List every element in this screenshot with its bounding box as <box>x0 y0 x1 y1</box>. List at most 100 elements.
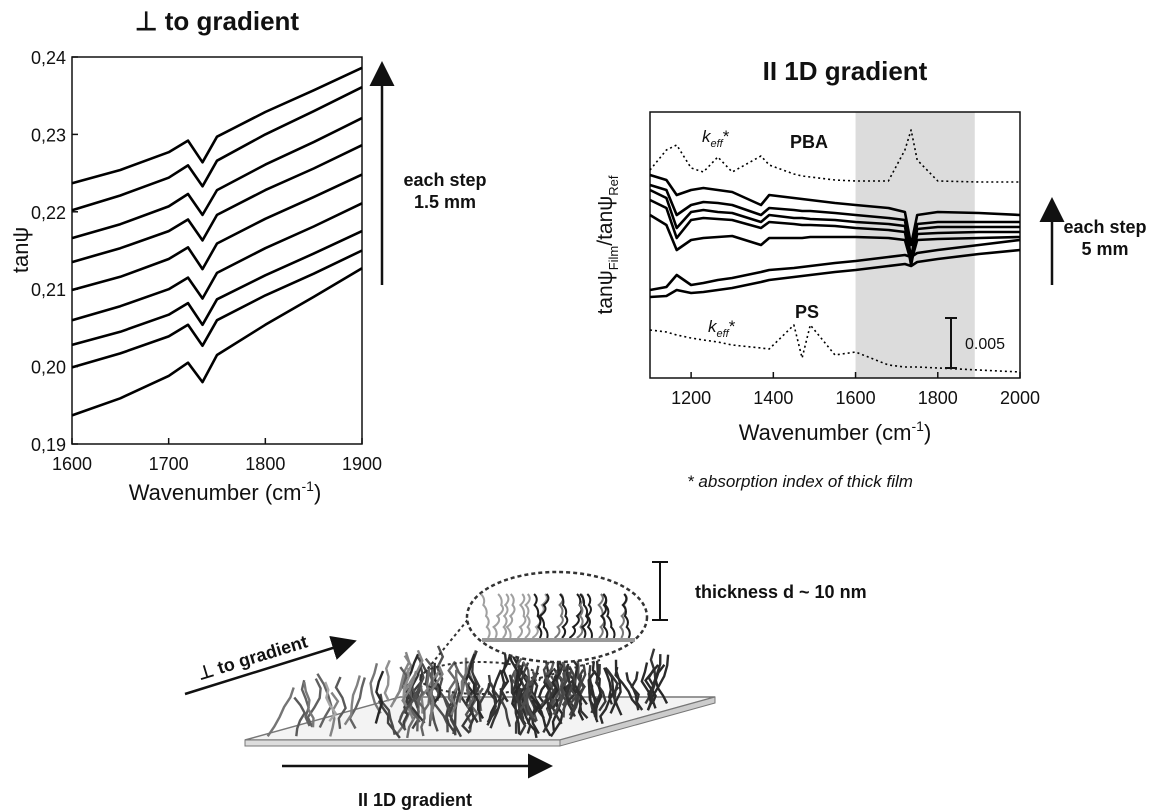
zoom-chain <box>621 593 631 639</box>
series-line <box>649 324 1021 373</box>
y-label-mid: /tanψ <box>594 196 617 246</box>
polymer-chain <box>554 664 567 702</box>
polymer-chain <box>542 686 553 733</box>
polymer-chain <box>549 675 564 716</box>
polymer-chain <box>453 662 475 709</box>
x-axis-label: Wavenumber (cm-1) <box>129 478 322 505</box>
polymer-chain <box>447 660 458 709</box>
polymer-chain <box>324 681 338 722</box>
polymer-chain <box>448 682 463 738</box>
substrate-edge <box>244 739 561 747</box>
perpendicular-arrow <box>184 636 357 696</box>
annotation: keff* <box>702 127 730 150</box>
keff-sub: eff <box>717 328 730 340</box>
y-tick-label: 0,23 <box>31 125 66 145</box>
polymer-chain <box>303 682 315 728</box>
x-tick-label: 1700 <box>149 454 189 474</box>
polymer-chain <box>508 674 525 720</box>
zoom-chain <box>533 593 543 639</box>
polymer-chain <box>461 696 474 734</box>
y-label-main: tanψ <box>594 270 617 314</box>
substrate-edge <box>559 696 716 747</box>
y-label-sub: Ref <box>606 175 621 196</box>
polymer-chain <box>383 659 391 702</box>
polymer-chain <box>429 664 444 713</box>
x-tick-label: 1600 <box>52 454 92 474</box>
polymer-chain <box>536 681 549 719</box>
polymer-chain <box>397 687 418 731</box>
zoom-chain <box>480 593 491 639</box>
x-axis-label-sup: -1 <box>302 478 315 494</box>
polymer-chain <box>453 692 460 736</box>
y-tick-label: 0,22 <box>31 203 66 223</box>
annotation: PS <box>795 302 819 322</box>
chart-title: II 1D gradient <box>763 56 928 86</box>
parallel-label: II 1D gradient <box>358 790 472 810</box>
thickness-label: thickness d ~ 10 nm <box>695 582 867 602</box>
zoom-chain <box>502 593 510 639</box>
series-line <box>71 202 363 322</box>
x-axis-label-text: Wavenumber (cm <box>739 420 912 445</box>
perpendicular-label: ⊥ to gradient <box>195 631 310 683</box>
zoom-chain <box>524 593 531 639</box>
zoom-chain <box>538 593 550 639</box>
keff-symbol: k <box>702 127 712 146</box>
series-line <box>71 86 363 212</box>
polymer-chain <box>603 667 614 705</box>
zoom-chain <box>516 593 527 639</box>
zoom-brush <box>480 593 631 639</box>
polymer-chain <box>300 679 311 727</box>
polymer-chain <box>515 687 527 736</box>
keff-suffix: * <box>729 317 736 336</box>
x-tick-label: 1200 <box>671 388 711 408</box>
polymer-chain <box>614 666 640 709</box>
polymer-chain <box>511 680 521 735</box>
y-label-sub: Film <box>606 246 621 271</box>
y-tick-label: 0,20 <box>31 358 66 378</box>
zoom-chain <box>492 593 504 639</box>
polymer-chain <box>316 673 333 729</box>
polymer-chain <box>609 659 622 714</box>
zoom-chain <box>576 593 585 639</box>
polymer-chain <box>542 658 555 712</box>
polymer-brush <box>266 645 670 739</box>
y-axis-label: tanψFilm/tanψRef <box>594 175 621 314</box>
x-tick-label: 1400 <box>753 388 793 408</box>
x-axis-label: Wavenumber (cm-1) <box>739 418 932 445</box>
step-note: 5 mm <box>1081 239 1128 259</box>
zoom-chain <box>505 593 516 639</box>
polymer-chain <box>334 676 347 729</box>
polymer-chain <box>545 686 563 725</box>
polymer-chain <box>654 664 669 704</box>
zoom-line <box>539 659 601 679</box>
polymer-chain <box>348 677 366 730</box>
step-note: each step <box>403 170 486 190</box>
zoom-ellipse <box>465 570 649 664</box>
x-tick-label: 2000 <box>1000 388 1040 408</box>
annotation: PBA <box>790 132 828 152</box>
polymer-chain <box>486 683 497 723</box>
zoom-chain <box>568 593 583 639</box>
x-axis-label-end: ) <box>314 480 321 505</box>
polymer-chain <box>587 678 600 717</box>
polymer-chain <box>416 690 426 737</box>
polymer-chain <box>605 668 619 706</box>
y-axis-label: tanψ <box>8 227 33 273</box>
step-note: 1.5 mm <box>414 192 476 212</box>
zoom-chain <box>559 593 569 639</box>
polymer-chain <box>487 669 503 724</box>
series-line <box>649 173 1021 247</box>
polymer-chain <box>571 681 589 720</box>
keff-suffix: * <box>723 127 730 146</box>
series-line <box>71 116 363 240</box>
diagram: thickness d ~ 10 nm ⊥ to gradient II 1D … <box>184 561 867 810</box>
keff-symbol: k <box>708 317 718 336</box>
series-line <box>649 248 1021 299</box>
scale-label: 0.005 <box>965 336 1005 353</box>
polymer-chain <box>343 675 361 726</box>
series-line <box>71 229 363 347</box>
step-note: each step <box>1063 217 1146 237</box>
polymer-chain <box>421 667 431 715</box>
footnote: * absorption index of thick film <box>687 472 913 491</box>
polymer-chain <box>374 670 385 724</box>
